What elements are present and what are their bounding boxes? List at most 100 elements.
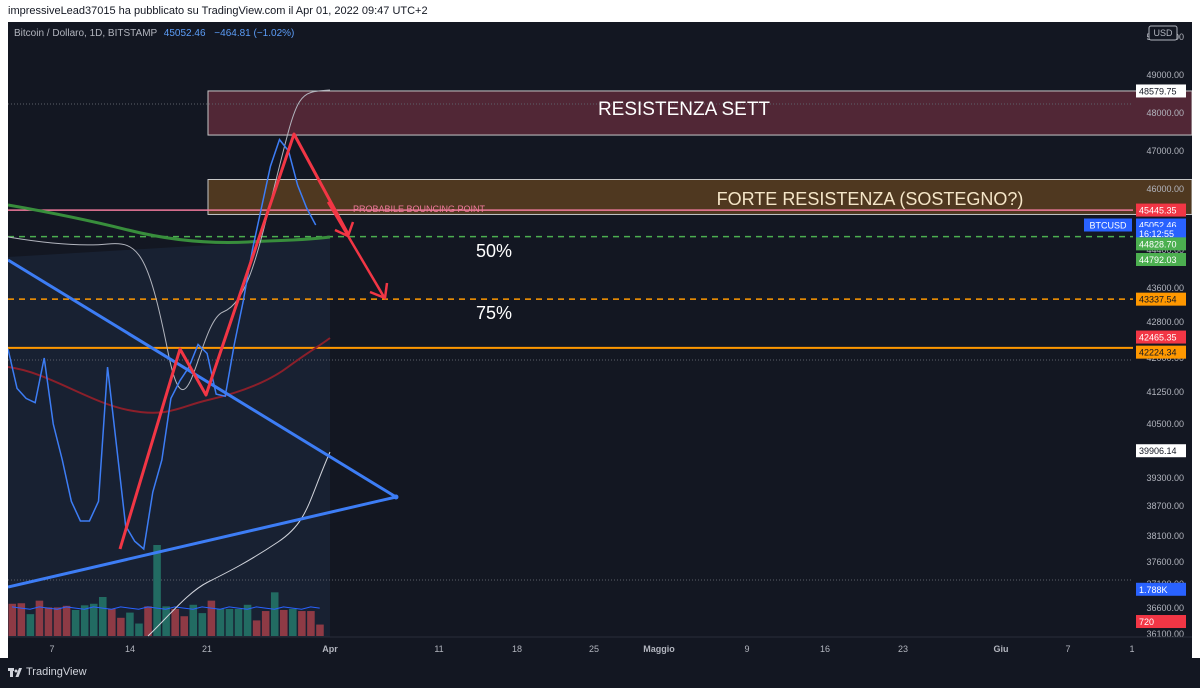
price-line xyxy=(8,138,317,551)
y-axis-label: 40500.00 xyxy=(1146,419,1184,429)
symbol-tag xyxy=(1084,218,1132,232)
fib-50-label: 50% xyxy=(476,241,512,261)
volume-bar xyxy=(307,611,315,636)
x-axis-label: 7 xyxy=(49,644,54,654)
publish-header: impressiveLead37015 ha pubblicato su Tra… xyxy=(0,0,1200,22)
x-axis-label: Maggio xyxy=(643,644,675,654)
volume-bar xyxy=(80,605,89,636)
volume-bar xyxy=(171,608,179,636)
volume-bar xyxy=(144,606,152,636)
volume-bar xyxy=(89,603,98,636)
price-tag xyxy=(1136,253,1186,266)
price-tag-text: 44792.03 xyxy=(1139,255,1177,265)
y-axis-label: 38100.00 xyxy=(1146,531,1184,541)
y-axis-label: 36600.00 xyxy=(1146,603,1184,613)
tradingview-logo-icon xyxy=(8,668,22,677)
x-axis-label: Apr xyxy=(322,644,338,654)
red-arrow-head-2 xyxy=(369,282,389,300)
price-tag-text: 1.788K xyxy=(1139,585,1168,595)
price-tag-text: 42465.35 xyxy=(1139,333,1177,343)
y-axis-label: 47000.00 xyxy=(1146,146,1184,156)
x-axis-label: 14 xyxy=(125,644,135,654)
y-axis-label: 48000.00 xyxy=(1146,108,1184,118)
volume-bar xyxy=(8,603,17,636)
volume-bar xyxy=(243,604,252,636)
volume-bar xyxy=(62,605,71,636)
volume-bar xyxy=(99,597,107,636)
footer: TradingView xyxy=(0,658,1200,688)
red-projection-arrow xyxy=(326,201,386,298)
volume-bar xyxy=(117,617,125,636)
volume-bar xyxy=(53,607,62,636)
y-axis-label: 36100.00 xyxy=(1146,629,1184,639)
x-axis-label: 25 xyxy=(589,644,599,654)
volume-bar xyxy=(289,608,297,636)
strong-resistance-zone xyxy=(207,179,1192,215)
price-tag-text: 39906.14 xyxy=(1139,446,1177,456)
price-tag xyxy=(1136,330,1186,344)
x-axis-label: 18 xyxy=(512,644,522,654)
volume-ma-line xyxy=(11,606,320,610)
y-axis-label: 41250.00 xyxy=(1146,387,1184,397)
currency-tag xyxy=(1148,25,1178,41)
volume-bar xyxy=(198,613,207,636)
y-axis-label: 43600.00 xyxy=(1146,283,1184,293)
y-axis-label: 42800.00 xyxy=(1146,317,1184,327)
bollinger-lower-line xyxy=(147,451,331,637)
trendline-apex xyxy=(393,494,399,500)
price-chart[interactable]: RESISTENZA SETT FORTE RESISTENZA (SOSTEGN… xyxy=(8,22,1192,658)
triangle-shade xyxy=(8,238,330,637)
price-tag-text: 45445.35 xyxy=(1139,206,1177,216)
price-tag xyxy=(1136,615,1186,629)
volume-bar xyxy=(261,611,270,636)
x-axis-label: 21 xyxy=(202,644,212,654)
volume-bar xyxy=(216,608,225,636)
y-axis-label: 49000.00 xyxy=(1146,70,1184,80)
volume-bar xyxy=(135,623,143,636)
volume-bar xyxy=(126,612,134,636)
x-axis-label: 1 xyxy=(1129,644,1134,654)
volume-bar xyxy=(153,545,161,636)
volume-bar xyxy=(252,620,261,636)
y-axis-label: 38700.00 xyxy=(1146,501,1184,511)
weekly-resistance-zone xyxy=(207,90,1192,136)
price-tag xyxy=(1136,345,1186,359)
legend-change: −464.81 (−1.02%) xyxy=(214,28,295,39)
price-tag xyxy=(1136,84,1186,98)
red-zigzag-arrow xyxy=(118,132,350,550)
volume-bar xyxy=(108,608,116,636)
volume-bar xyxy=(26,614,35,636)
x-axis-label: 7 xyxy=(1065,644,1070,654)
volume-bar xyxy=(207,600,216,636)
price-tag-text: 720 xyxy=(1139,617,1154,627)
x-axis-label: 23 xyxy=(898,644,908,654)
chart-area[interactable]: RESISTENZA SETT FORTE RESISTENZA (SOSTEGN… xyxy=(8,22,1192,658)
y-axis-label: 39300.00 xyxy=(1146,473,1184,483)
price-tag-text: 43337.54 xyxy=(1139,295,1177,305)
price-tag-text: 16:12:55 xyxy=(1139,229,1174,239)
volume-bar xyxy=(71,610,80,636)
volume-bar xyxy=(35,600,44,636)
volume-bar xyxy=(270,592,279,636)
x-axis-label: 16 xyxy=(820,644,830,654)
ma100-line xyxy=(8,337,331,414)
price-tag xyxy=(1136,227,1186,241)
volume-bar xyxy=(189,604,198,636)
price-tag-text: 42224.34 xyxy=(1139,348,1177,358)
price-tag-text: 48579.75 xyxy=(1139,86,1177,96)
ascending-trendline xyxy=(8,495,397,589)
x-axis-label: 11 xyxy=(434,644,443,654)
strong-resistance-label: FORTE RESISTENZA (SOSTEGNO?) xyxy=(717,189,1024,209)
volume-bar xyxy=(316,624,324,636)
price-tag xyxy=(1136,582,1186,596)
price-tag xyxy=(1136,203,1186,217)
volume-bar xyxy=(280,610,288,636)
bouncing-point-label: PROBABILE BOUNCING POINT xyxy=(353,204,486,214)
weekly-resistance-label: RESISTENZA SETT xyxy=(598,99,770,120)
legend-symbol: Bitcoin / Dollaro, 1D, BITSTAMP xyxy=(14,28,158,39)
symbol-tag-text: BTCUSD xyxy=(1089,221,1127,231)
currency-label: USD xyxy=(1153,28,1173,38)
price-tag-text: 45052.46 xyxy=(1139,221,1177,231)
fib-75-label: 75% xyxy=(476,303,512,323)
legend-price: 45052.46 xyxy=(163,28,206,39)
